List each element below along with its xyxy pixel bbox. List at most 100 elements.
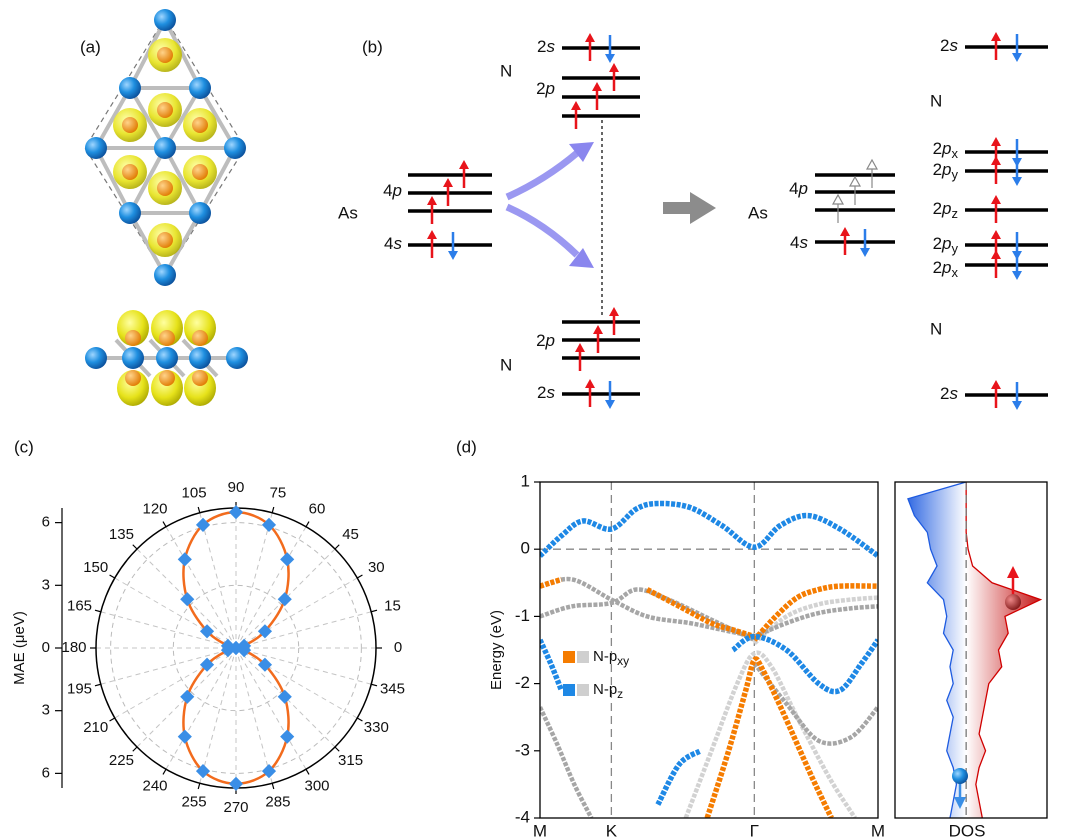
legend-label: N-pz: [593, 681, 623, 701]
r-tick-label: 3: [42, 702, 50, 719]
data-point: [180, 592, 195, 607]
orbital-n: 2: [940, 384, 949, 403]
theta-tick-label: 75: [270, 484, 287, 501]
crystal-structure: [84, 9, 246, 286]
spin-arrow-head: [1012, 271, 1022, 280]
theta-tick-label: 210: [83, 719, 108, 736]
spin-icon-ball: [952, 768, 968, 784]
atom-blue: [119, 202, 141, 224]
theta-tick: [197, 506, 201, 513]
element-label: N: [500, 61, 512, 80]
band: [731, 633, 878, 695]
spin-arrow-head: [840, 227, 850, 236]
theta-tick-label: 60: [309, 500, 326, 517]
charge-density: [117, 370, 149, 406]
theta-tick-label: 330: [364, 719, 389, 736]
band: [540, 576, 563, 589]
spin-icon-head: [1007, 566, 1019, 578]
dos-fill: [966, 482, 1041, 818]
charge-density: [184, 310, 216, 346]
orbital-l: p: [545, 331, 555, 350]
atom-blue: [156, 347, 178, 369]
atom-blue: [226, 347, 248, 369]
atom-orange: [125, 330, 141, 346]
x-tick-label: Γ: [750, 821, 759, 838]
y-tick-label: 1: [521, 471, 530, 490]
orbital-n: 4: [790, 233, 799, 252]
orbital-n: 2: [933, 258, 942, 277]
orbital-n: 2: [536, 331, 545, 350]
band: [655, 748, 703, 806]
grid-spoke: [235, 526, 307, 649]
orbital-l: p: [545, 79, 555, 98]
spin-arrow-head: [991, 137, 1001, 146]
y-tick-label: 0: [521, 539, 530, 558]
element-label: As: [338, 203, 358, 222]
spin-arrow-head: [605, 400, 615, 409]
orbital-l: p: [941, 139, 951, 158]
band: [752, 662, 878, 746]
bond: [128, 212, 167, 276]
data-point: [261, 517, 277, 532]
theta-tick-label: 225: [109, 752, 134, 769]
legend-swatch: [563, 651, 575, 663]
orbital-label: 2py: [933, 160, 959, 182]
orbital-label: 2s: [537, 37, 555, 56]
charge-density: [184, 370, 216, 406]
data-point: [199, 624, 215, 639]
atom-orange: [122, 117, 138, 133]
theta-tick-label: 300: [304, 778, 329, 795]
spin-icon-head: [954, 797, 966, 809]
hybridization-arrow-head: [569, 142, 594, 162]
spin-arrow-head: [585, 379, 595, 388]
theta-tick-label: 30: [368, 559, 385, 576]
data-point: [261, 764, 277, 779]
spin-arrow-head: [459, 160, 469, 169]
theta-tick: [334, 544, 340, 550]
theta-tick-label: 345: [380, 680, 405, 697]
theta-tick-label: 285: [265, 794, 290, 811]
theta-tick-label: 90: [228, 479, 245, 496]
atom-blue: [154, 9, 176, 31]
r-tick-label: 6: [42, 514, 50, 531]
atom-orange: [157, 47, 173, 63]
theta-tick: [197, 783, 201, 790]
orbital-label: 2s: [537, 383, 555, 402]
data-point: [237, 643, 252, 658]
data-point: [228, 505, 244, 520]
orbital-label: 2s: [940, 384, 958, 403]
theta-tick: [305, 768, 310, 775]
band: [753, 604, 878, 639]
orbital-n: 2: [537, 383, 546, 402]
theta-tick-label: 150: [83, 559, 108, 576]
spin-arrow-head: [991, 32, 1001, 41]
orbital-label: 2s: [940, 36, 958, 55]
spin-arrow-head: [571, 101, 581, 110]
legend-swatch-gray: [577, 684, 589, 696]
theta-tick-label: 195: [67, 680, 92, 697]
orbital-sub: z: [952, 206, 959, 221]
orbital-n: 2: [940, 36, 949, 55]
orbital-label: 2px: [933, 139, 959, 161]
atom-orange: [125, 370, 141, 386]
orbital-label: 2p: [536, 79, 555, 98]
atom-orange: [157, 180, 173, 196]
orbital-l: s: [547, 383, 556, 402]
x-tick-label: K: [606, 821, 618, 838]
orbital-label: 4p: [789, 179, 808, 198]
band: [540, 576, 755, 639]
orbital-l: p: [941, 199, 951, 218]
spin-arrow-head: [427, 196, 437, 205]
atom-orange: [192, 117, 208, 133]
cell-outline: [84, 16, 246, 277]
atom-blue: [154, 137, 176, 159]
bond: [163, 212, 202, 276]
atom-orange: [157, 102, 173, 118]
spin-arrow-head: [991, 250, 1001, 259]
theta-tick: [305, 521, 310, 528]
grid-spoke: [235, 611, 372, 649]
orbital-n: 2: [537, 37, 546, 56]
atom-blue: [189, 202, 211, 224]
band: [540, 500, 878, 559]
y-tick-label: -3: [515, 740, 530, 759]
